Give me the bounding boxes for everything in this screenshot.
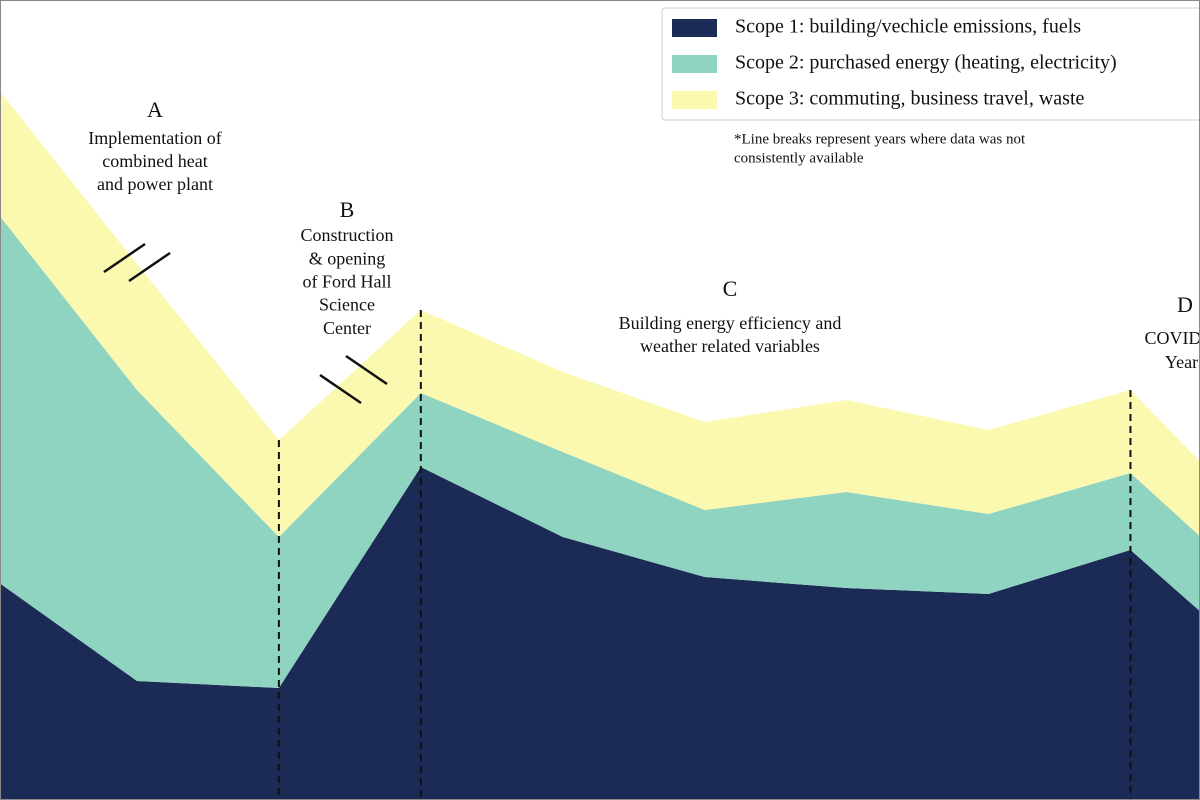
- annotation-text: of Ford Hall: [303, 272, 392, 292]
- legend-box: [661, 7, 1200, 121]
- annotation-text: Science: [319, 295, 375, 315]
- break-marks: [103, 242, 388, 405]
- break-mark: [128, 251, 171, 283]
- annotation-text: & opening: [309, 248, 386, 268]
- annotation-text: COVID-19: [1145, 328, 1200, 348]
- annotation-text: Building energy efficiency and: [619, 313, 842, 333]
- annotations: A Implementation of combined heat and power…: [88, 97, 1200, 372]
- annotation-text: combined heat: [102, 151, 207, 171]
- annotation-letter: A: [147, 97, 163, 122]
- note: consistently available: [734, 150, 864, 166]
- annotation-text: Construction: [301, 225, 394, 245]
- legend-label: Scope 2: purchased energy (heating, elec…: [735, 52, 1117, 74]
- area: [0, 467, 1200, 800]
- legend-label: Scope 3: commuting, business travel, was…: [735, 88, 1085, 110]
- legend-swatch: [672, 55, 717, 73]
- annotation-text: and power plant: [97, 174, 213, 194]
- area: [0, 91, 1200, 537]
- break-mark: [103, 242, 146, 274]
- break-mark: [319, 373, 362, 405]
- legend-swatch: [672, 91, 717, 109]
- legend-label: Scope 1: building/vechicle emissions, fu…: [735, 16, 1081, 38]
- annotation-text: Implementation of: [88, 128, 221, 148]
- note: *Line breaks represent years where data …: [734, 131, 1026, 147]
- annotation-text: weather related variables: [640, 336, 820, 356]
- breaks: [277, 310, 1132, 800]
- legend: Scope 1: building/vechicle emissions, fu…: [661, 7, 1200, 121]
- annotation-letter: B: [340, 197, 355, 222]
- annotation-letter: C: [723, 276, 738, 301]
- annotation-letter: D: [1177, 292, 1193, 317]
- area: [0, 216, 1200, 688]
- plot-area: [0, 91, 1200, 800]
- break-mark: [345, 354, 388, 386]
- annotation-text: Years: [1165, 352, 1200, 372]
- annotation-text: Center: [323, 318, 371, 338]
- legend-swatch: [672, 19, 717, 37]
